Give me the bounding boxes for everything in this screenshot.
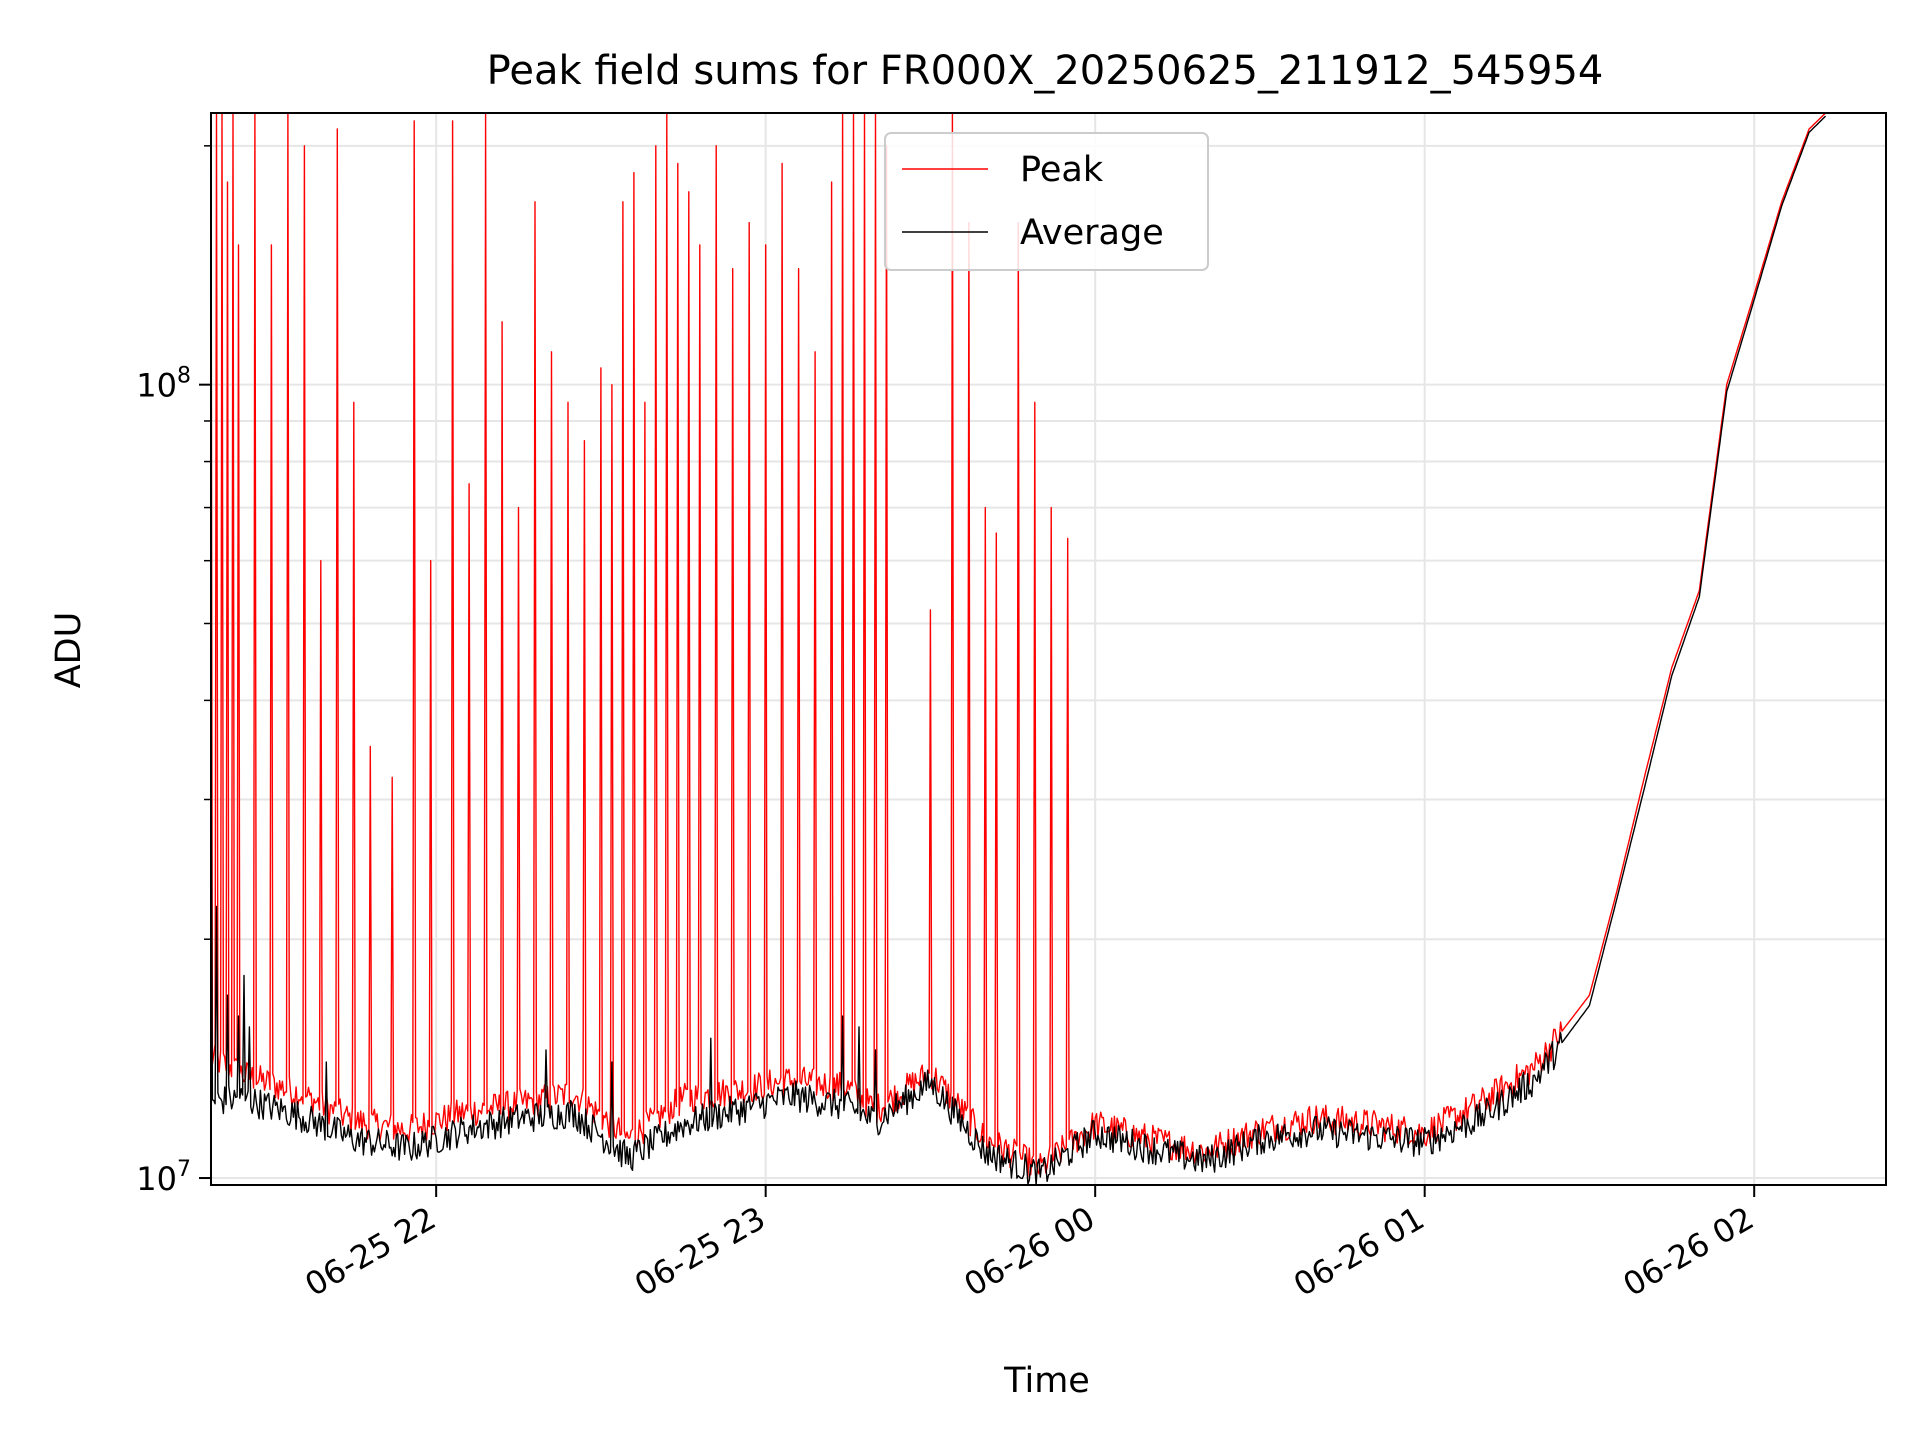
y-axis: 107 108 [136,145,211,1198]
legend-box [884,132,1209,271]
y-tick-label-1: 108 [136,364,191,405]
legend-average-label: Average [1020,213,1164,253]
chart-title: Peak field sums for FR000X_20250625_2119… [487,48,1604,94]
legend-peak-label: Peak [1020,150,1104,190]
x-axis-label: Time [1003,1361,1090,1401]
plot-frame [210,112,1887,1186]
average-series [210,115,1827,1186]
legend: Peak Average [884,132,1209,271]
grid [211,113,1886,1185]
y-axis-label: ADU [49,612,89,689]
average-line [210,115,1827,1186]
y-tick-label-0: 107 [136,1157,191,1198]
